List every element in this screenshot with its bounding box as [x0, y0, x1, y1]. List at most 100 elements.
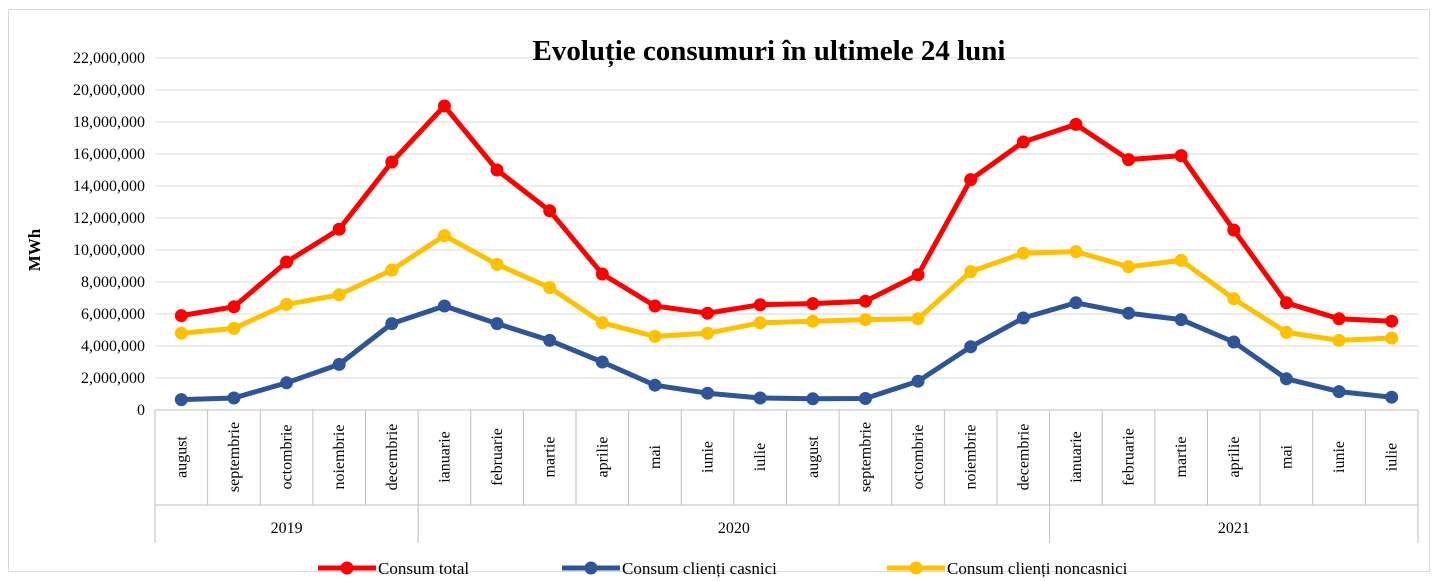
data-point	[227, 321, 241, 335]
y-tick-label: 22,000,000	[73, 50, 145, 67]
y-tick-label: 16,000,000	[73, 146, 145, 163]
series-line	[180, 103, 1392, 324]
y-tick-label: 14,000,000	[73, 178, 145, 195]
x-tick-label: decembrie	[384, 424, 401, 491]
y-tick-label: 4,000,000	[81, 338, 145, 355]
data-point	[490, 257, 504, 271]
data-point	[1016, 246, 1030, 260]
data-point	[490, 163, 504, 177]
data-point	[1069, 296, 1083, 310]
x-tick-label: iulie	[752, 443, 769, 471]
y-tick-label: 12,000,000	[73, 210, 145, 227]
data-point	[648, 329, 662, 343]
data-point	[1227, 292, 1241, 306]
chart-border	[8, 9, 1430, 572]
year-label: 2020	[718, 520, 750, 537]
data-point	[1279, 296, 1293, 310]
data-point	[227, 300, 241, 314]
data-point	[911, 312, 925, 326]
data-point	[280, 297, 294, 311]
data-point	[332, 222, 346, 236]
data-point	[227, 391, 241, 405]
y-axis-label: MWh	[25, 228, 44, 271]
data-point	[753, 316, 767, 330]
data-point	[174, 326, 188, 340]
data-point	[806, 314, 820, 328]
legend-label: Consum clienți noncasnici	[947, 559, 1128, 578]
data-point	[1016, 311, 1030, 325]
data-point	[858, 294, 872, 308]
legend-marker	[909, 561, 923, 575]
legend-label: Consum clienți casnici	[622, 559, 777, 578]
x-tick-label: aprilie	[1226, 437, 1243, 478]
x-tick-label: iulie	[1384, 443, 1401, 471]
legend-marker	[340, 561, 354, 575]
data-point	[332, 357, 346, 371]
y-axis-ticks: 0 2,000,000 4,000,000 6,000,000 8,000,000 10,…	[73, 50, 145, 419]
data-point	[964, 173, 978, 187]
data-point	[1279, 372, 1293, 386]
data-point	[1385, 331, 1399, 345]
x-axis: august septembrie octombrie noiembrie decemb…	[154, 409, 1419, 543]
data-point	[437, 229, 451, 243]
x-tick-label: iunie	[1331, 441, 1348, 473]
data-point	[280, 376, 294, 390]
x-tick-label: martie	[1173, 437, 1190, 478]
data-point	[911, 268, 925, 282]
data-point	[753, 391, 767, 405]
data-point	[595, 267, 609, 281]
data-point	[701, 306, 715, 320]
data-point	[543, 281, 557, 295]
data-point	[385, 155, 399, 169]
data-point	[385, 317, 399, 331]
legend: Consum total Consum clienți casnici Consum…	[318, 559, 1128, 578]
y-tick-label: 20,000,000	[73, 82, 145, 99]
x-tick-label: martie	[542, 437, 559, 478]
data-point	[806, 297, 820, 311]
data-point	[595, 316, 609, 330]
series-lines	[174, 99, 1399, 407]
data-point	[280, 255, 294, 269]
x-tick-label: octombrie	[279, 425, 296, 490]
data-point	[648, 378, 662, 392]
x-tick-label: septembrie	[857, 422, 874, 492]
x-tick-label: decembrie	[1015, 424, 1032, 491]
x-tick-label: ianuarie	[1068, 431, 1085, 483]
data-point	[1069, 117, 1083, 131]
data-point	[490, 317, 504, 331]
x-tick-label: august	[173, 436, 190, 478]
y-tick-label: 18,000,000	[73, 114, 145, 131]
data-point	[543, 333, 557, 347]
data-point	[1016, 135, 1030, 149]
series-line	[181, 233, 1392, 343]
data-point	[701, 386, 715, 400]
data-point	[1174, 313, 1188, 327]
data-point	[437, 299, 451, 313]
y-tick-label: 8,000,000	[81, 274, 145, 291]
legend-label: Consum total	[378, 559, 469, 578]
data-point	[174, 309, 188, 323]
data-point	[1227, 223, 1241, 237]
y-tick-label: 2,000,000	[81, 370, 145, 387]
data-point	[964, 340, 978, 354]
x-tick-label: aprilie	[594, 437, 611, 478]
data-point	[701, 326, 715, 340]
y-tick-label: 10,000,000	[73, 242, 145, 259]
x-tick-label: august	[805, 436, 822, 478]
data-point	[1122, 260, 1136, 274]
data-point	[437, 99, 451, 113]
data-point	[595, 355, 609, 369]
x-tick-label: februarie	[1121, 428, 1138, 486]
x-tick-label: octombrie	[910, 425, 927, 490]
data-point	[1174, 253, 1188, 267]
data-point	[543, 204, 557, 218]
x-tick-label: februarie	[489, 428, 506, 486]
data-point	[332, 288, 346, 302]
data-point	[1385, 390, 1399, 404]
data-point	[1122, 306, 1136, 320]
data-point	[858, 313, 872, 327]
data-point	[1385, 314, 1399, 328]
data-point	[1279, 325, 1293, 339]
